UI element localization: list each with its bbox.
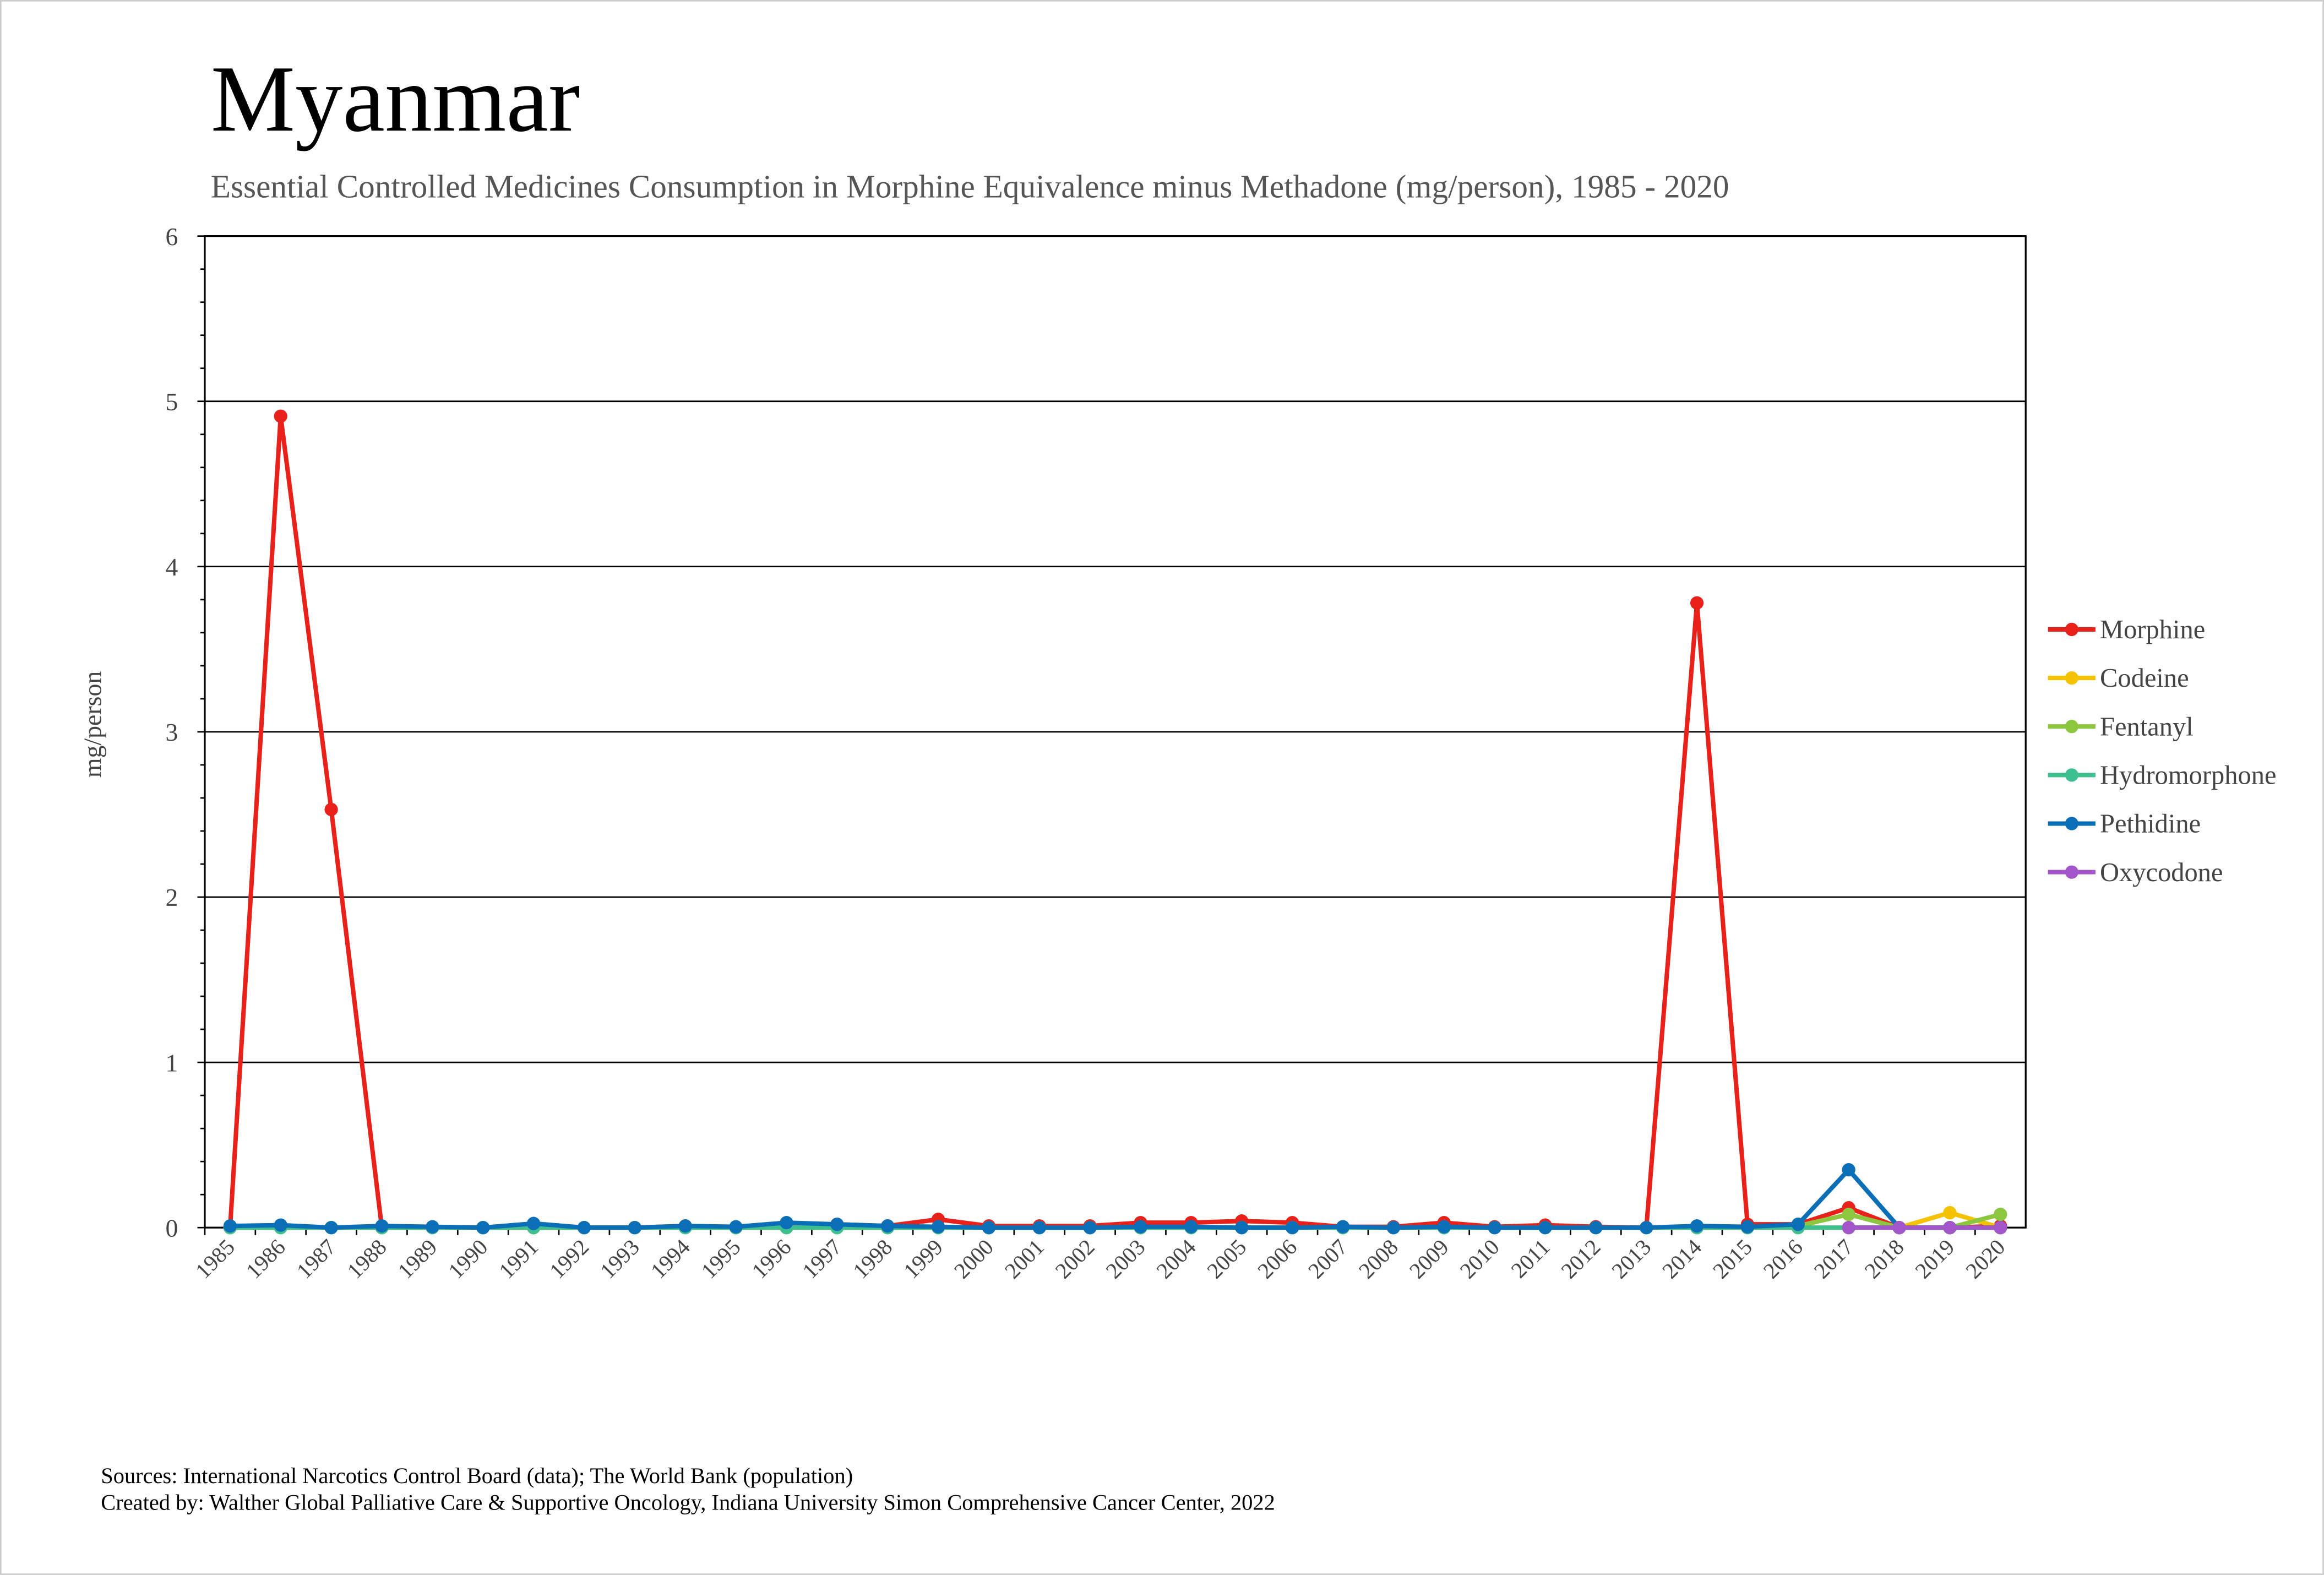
y-axis-label: mg/person — [78, 671, 106, 778]
point — [274, 1218, 287, 1232]
point — [982, 1221, 996, 1235]
legend-marker — [2065, 768, 2078, 782]
point — [1184, 1220, 1198, 1234]
point — [1791, 1218, 1805, 1231]
point — [1842, 1208, 1855, 1221]
point — [274, 409, 287, 423]
point — [324, 802, 338, 817]
point — [1740, 1220, 1755, 1234]
legend-label: Oxycodone — [2100, 858, 2223, 887]
point — [780, 1216, 793, 1230]
y-tick-label: 4 — [166, 553, 178, 581]
point — [1943, 1221, 1957, 1235]
point — [1842, 1163, 1855, 1177]
chart-title: Myanmar — [211, 46, 580, 151]
point — [1488, 1221, 1501, 1235]
point — [223, 1219, 237, 1233]
point — [1032, 1221, 1046, 1235]
point — [1640, 1221, 1653, 1235]
point — [476, 1221, 490, 1235]
point — [1336, 1220, 1350, 1234]
point — [1690, 1219, 1704, 1233]
point — [324, 1221, 338, 1235]
point — [881, 1219, 895, 1233]
legend-label: Hydromorphone — [2100, 761, 2277, 790]
legend-marker — [2065, 622, 2078, 637]
point — [1286, 1221, 1299, 1235]
point — [830, 1218, 844, 1231]
y-tick-label: 2 — [166, 883, 178, 911]
point — [1134, 1220, 1147, 1234]
legend-marker — [2065, 817, 2078, 830]
point — [1589, 1221, 1603, 1235]
point — [1083, 1221, 1097, 1235]
y-tick-label: 6 — [166, 222, 178, 251]
legend-marker — [2065, 720, 2078, 734]
point — [1994, 1221, 2007, 1235]
point — [526, 1216, 541, 1230]
legend-label: Codeine — [2100, 664, 2189, 693]
series-line — [230, 1167, 2001, 1230]
point — [678, 1219, 692, 1233]
point — [1690, 596, 1704, 610]
legend-marker — [2065, 865, 2078, 879]
chart-subtitle: Essential Controlled Medicines Consumpti… — [211, 169, 1729, 205]
footer-line: Created by: Walther Global Palliative Ca… — [101, 1490, 1275, 1514]
legend-marker — [2065, 671, 2078, 685]
point — [1437, 1220, 1451, 1234]
point — [1235, 1221, 1249, 1235]
point — [577, 1221, 591, 1235]
legend-label: Fentanyl — [2100, 712, 2194, 741]
point — [1386, 1221, 1400, 1235]
y-tick-label: 1 — [166, 1049, 178, 1077]
point — [931, 1220, 945, 1234]
y-tick-label: 5 — [166, 388, 178, 416]
point — [1538, 1221, 1552, 1235]
footer-line: Sources: International Narcotics Control… — [101, 1463, 853, 1488]
point — [375, 1219, 389, 1233]
point — [1994, 1208, 2007, 1221]
point — [1892, 1221, 1906, 1235]
y-tick-label: 0 — [166, 1214, 178, 1242]
legend-label: Morphine — [2100, 615, 2205, 644]
point — [1842, 1221, 1855, 1235]
point — [426, 1220, 439, 1234]
point — [628, 1221, 641, 1235]
point — [729, 1220, 743, 1234]
point — [1943, 1206, 1957, 1220]
y-tick-label: 3 — [166, 718, 178, 746]
legend-label: Pethidine — [2100, 810, 2201, 839]
